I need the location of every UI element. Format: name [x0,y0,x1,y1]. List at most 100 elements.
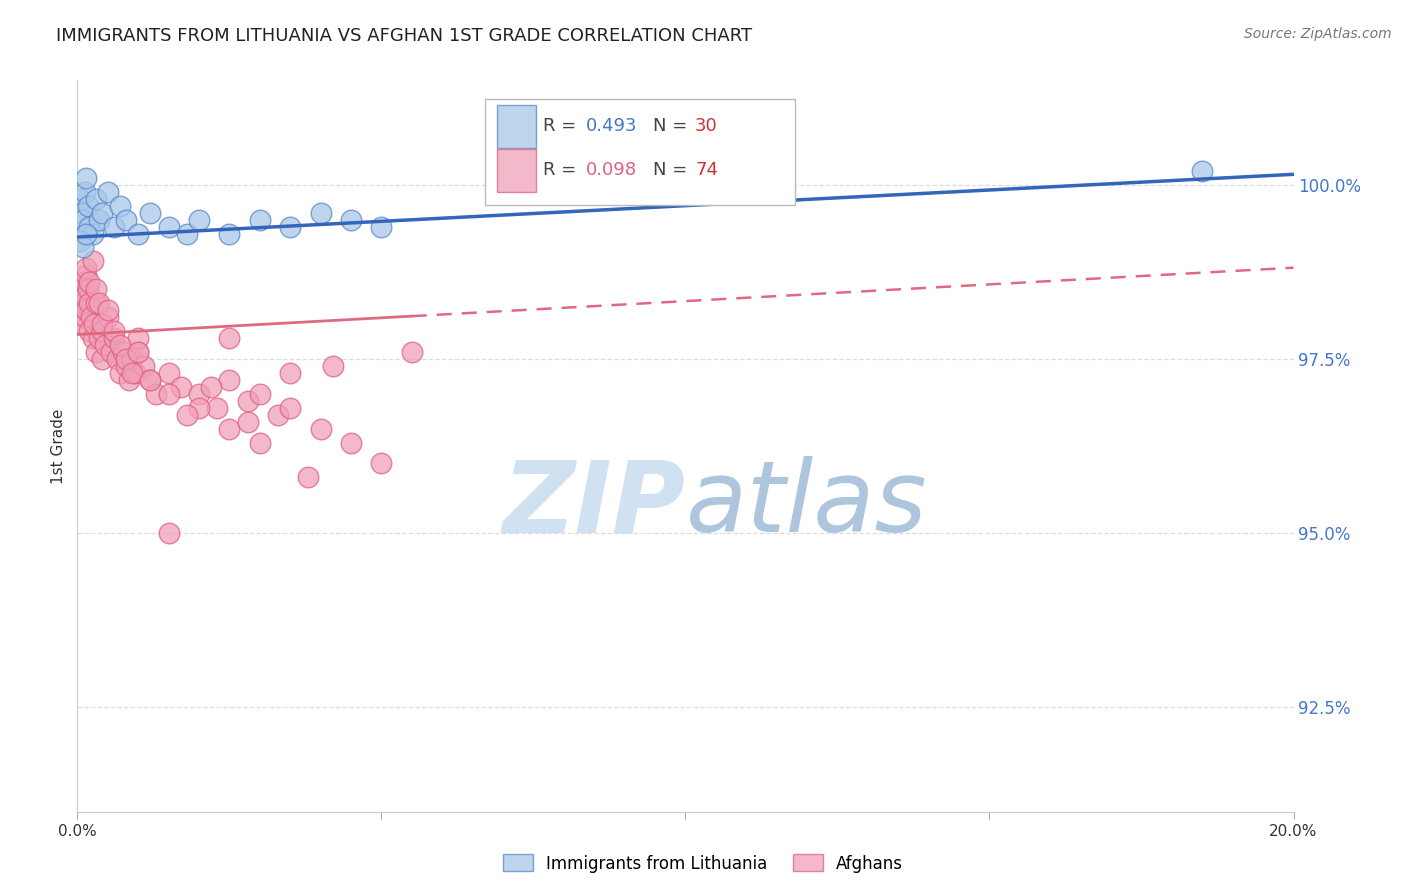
Point [188,386,211,401]
Point [70,205,93,219]
Point [188,401,211,415]
Point [278,366,301,380]
Point [370,457,392,471]
Point [75,261,97,276]
Point [97,310,120,325]
Point [188,212,211,227]
Text: R =: R = [543,118,582,136]
Point [87,331,110,345]
Point [340,435,363,450]
Point [322,359,344,373]
Point [82,331,104,345]
Point [157,366,180,380]
Point [121,366,143,380]
Point [73,185,96,199]
Point [97,185,120,199]
Point [115,359,138,373]
Text: 30: 30 [695,118,718,136]
Point [157,219,180,234]
Point [84,192,107,206]
Point [309,205,332,219]
Point [69,303,91,318]
Text: 0.098: 0.098 [586,161,637,179]
Point [205,401,228,415]
Point [218,421,240,435]
Point [75,310,97,325]
Point [115,351,138,366]
Point [79,275,101,289]
Point [90,324,112,338]
Point [249,435,271,450]
Point [249,386,271,401]
Point [170,380,193,394]
Point [105,351,128,366]
FancyBboxPatch shape [496,149,536,192]
Point [157,386,180,401]
Point [90,317,112,331]
Point [75,268,97,283]
Text: N =: N = [652,161,693,179]
Point [79,324,101,338]
Point [1191,164,1213,178]
Text: 74: 74 [695,161,718,179]
Y-axis label: 1st Grade: 1st Grade [51,409,66,483]
Point [297,470,319,484]
Point [77,282,100,296]
Point [139,205,162,219]
Point [90,351,112,366]
FancyBboxPatch shape [485,99,794,204]
Point [72,212,94,227]
Point [75,170,97,185]
Point [72,275,94,289]
Point [370,219,392,234]
Point [218,227,240,241]
Point [103,219,125,234]
Point [84,282,107,296]
Point [139,373,162,387]
Point [72,317,94,331]
Text: 0.493: 0.493 [586,118,637,136]
Point [97,303,120,318]
Legend: Immigrants from Lithuania, Afghans: Immigrants from Lithuania, Afghans [496,847,910,880]
Point [87,212,110,227]
Point [84,296,107,310]
Point [69,192,91,206]
Text: ZIP: ZIP [502,456,686,553]
Point [73,289,96,303]
Point [79,296,101,310]
Point [121,351,143,366]
Point [108,366,131,380]
Point [70,282,93,296]
Point [69,234,91,248]
Point [218,373,240,387]
Point [80,310,103,325]
Point [176,408,198,422]
Point [127,331,149,345]
Point [75,227,97,241]
Point [200,380,222,394]
Point [75,303,97,318]
Point [236,415,259,429]
Point [249,212,271,227]
Point [267,408,290,422]
Point [340,212,363,227]
Point [401,345,423,359]
Point [108,199,131,213]
Point [176,227,198,241]
Point [77,199,100,213]
Text: N =: N = [652,118,693,136]
Point [218,331,240,345]
Point [100,345,122,359]
Point [70,296,93,310]
Point [127,345,149,359]
Point [127,227,149,241]
Point [236,393,259,408]
Point [139,373,162,387]
Point [103,324,125,338]
Point [103,331,125,345]
Point [79,219,101,234]
Text: R =: R = [543,161,582,179]
Point [90,205,112,219]
Point [278,401,301,415]
Point [82,227,104,241]
